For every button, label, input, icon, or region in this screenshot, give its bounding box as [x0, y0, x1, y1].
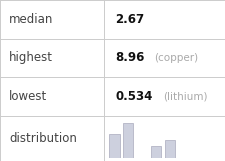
Text: 8.96: 8.96	[115, 52, 144, 64]
Bar	[150, 146, 161, 158]
Text: median: median	[9, 13, 53, 26]
Text: (copper): (copper)	[153, 53, 197, 63]
Bar	[122, 123, 133, 158]
Text: distribution: distribution	[9, 132, 77, 145]
Text: lowest: lowest	[9, 90, 47, 103]
Text: (lithium): (lithium)	[162, 92, 206, 102]
Text: highest: highest	[9, 52, 53, 64]
Bar	[109, 134, 119, 158]
Text: 0.534: 0.534	[115, 90, 152, 103]
Bar	[164, 140, 174, 158]
Text: 2.67: 2.67	[115, 13, 144, 26]
